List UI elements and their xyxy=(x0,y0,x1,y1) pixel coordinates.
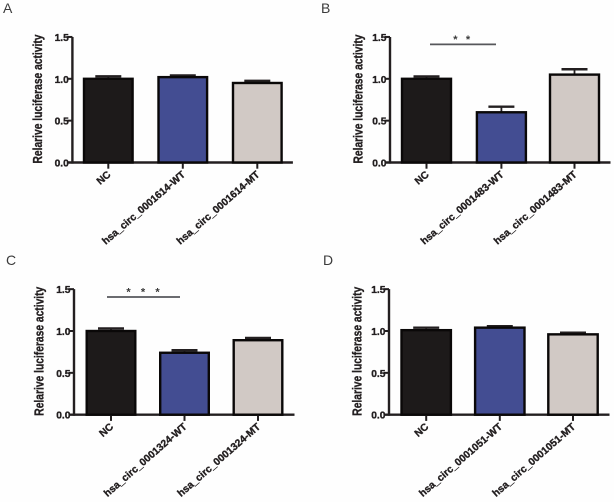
svg-text:0.0: 0.0 xyxy=(372,159,386,170)
svg-text:D: D xyxy=(323,252,333,268)
svg-text:0.0: 0.0 xyxy=(55,159,69,170)
svg-text:Relarive luciferase activity: Relarive luciferase activity xyxy=(350,286,365,416)
svg-text:1.5: 1.5 xyxy=(55,33,69,44)
svg-text:* *: * * xyxy=(453,34,472,46)
svg-text:C: C xyxy=(6,252,16,268)
svg-text:Relarive luciferase activity: Relarive luciferase activity xyxy=(32,286,47,416)
svg-text:0.0: 0.0 xyxy=(56,411,70,422)
svg-text:A: A xyxy=(3,0,13,16)
svg-text:1.5: 1.5 xyxy=(371,285,385,296)
svg-text:1.0: 1.0 xyxy=(372,75,386,86)
svg-text:Relarive luciferase activity: Relarive luciferase activity xyxy=(30,34,45,164)
svg-text:1.0: 1.0 xyxy=(55,75,69,86)
svg-text:0.5: 0.5 xyxy=(56,369,70,380)
svg-text:0.5: 0.5 xyxy=(55,117,69,128)
svg-text:0.0: 0.0 xyxy=(371,411,385,422)
svg-text:0.5: 0.5 xyxy=(371,369,385,380)
svg-text:1.0: 1.0 xyxy=(56,327,70,338)
svg-text:1.5: 1.5 xyxy=(56,285,70,296)
svg-text:0.5: 0.5 xyxy=(372,117,386,128)
svg-text:B: B xyxy=(321,0,330,16)
svg-text:Relarive luciferase activity: Relarive luciferase activity xyxy=(351,34,366,164)
svg-text:* * *: * * * xyxy=(126,287,163,299)
svg-text:1.5: 1.5 xyxy=(372,33,386,44)
svg-text:1.0: 1.0 xyxy=(371,327,385,338)
